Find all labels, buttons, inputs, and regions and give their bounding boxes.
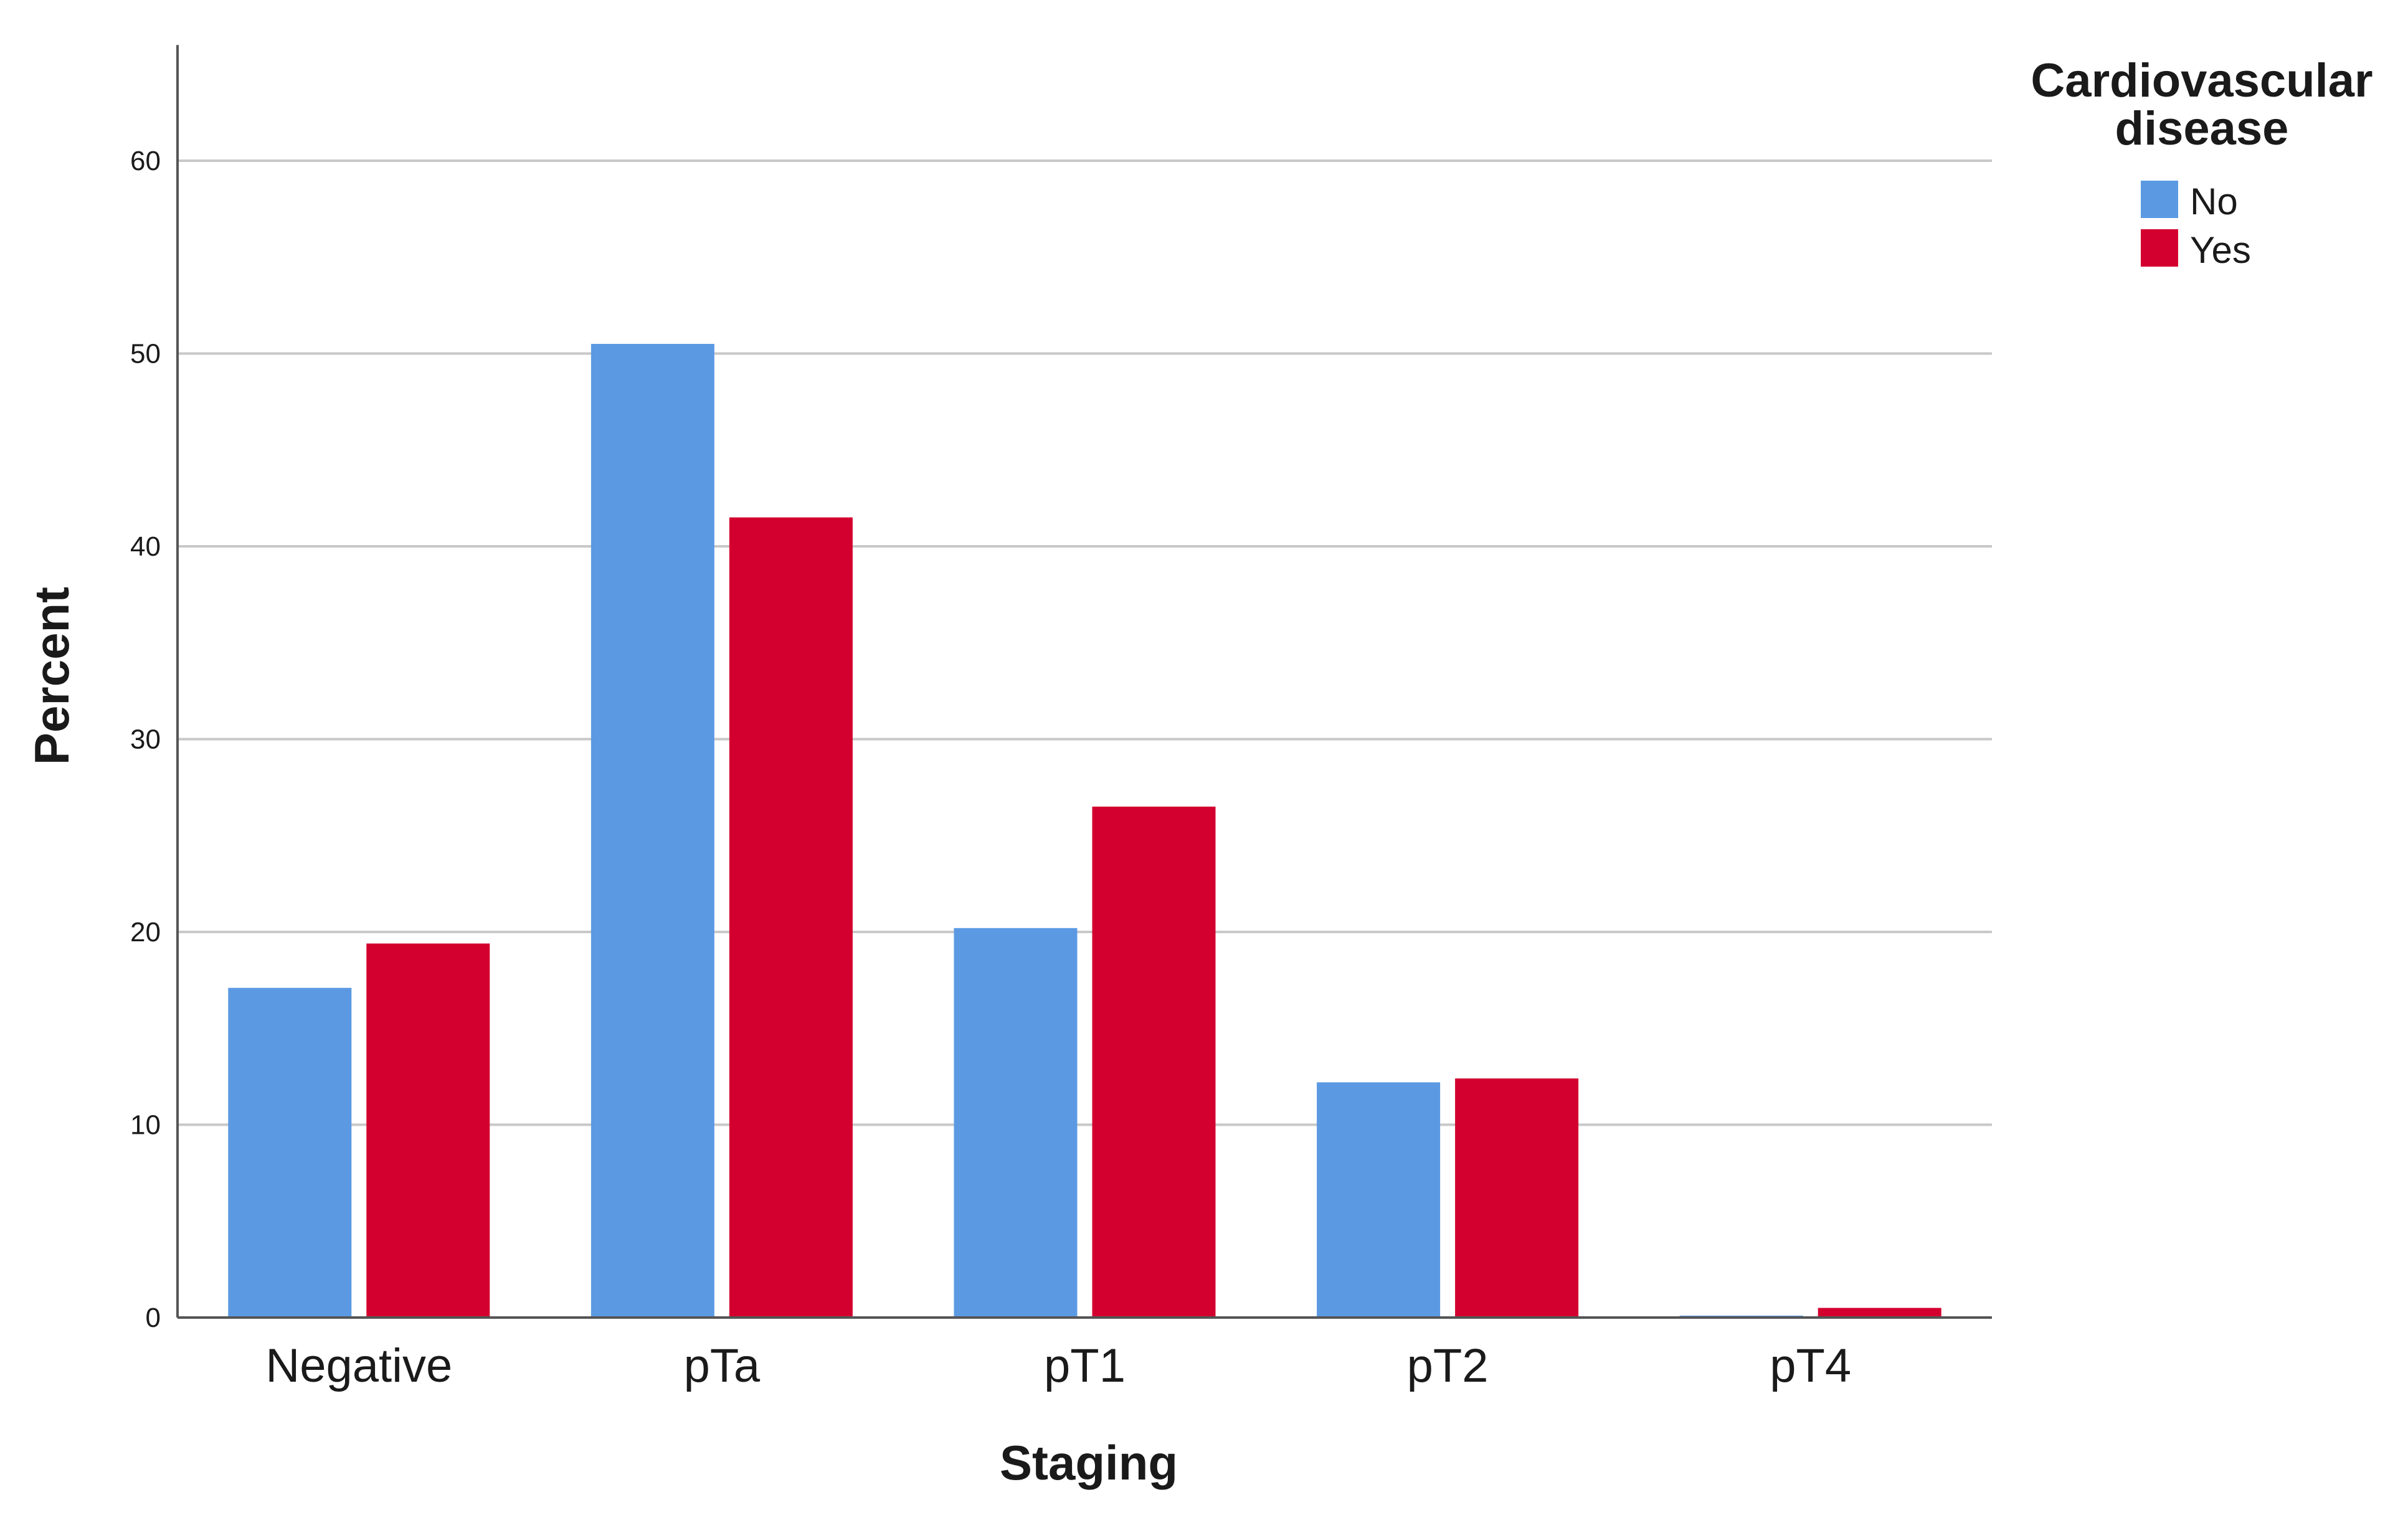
x-tick-label-pt2: pT2: [1407, 1339, 1489, 1392]
legend-title-line-1: Cardiovascular: [2031, 54, 2372, 107]
bar-pta-yes: [729, 517, 853, 1318]
y-tick-labels: 0 10 20 30 40 50 60: [130, 146, 161, 1333]
legend-swatch-yes: [2141, 229, 2178, 267]
legend: Cardiovascular disease No Yes: [2031, 54, 2372, 271]
x-tick-label-pt1: pT1: [1044, 1339, 1126, 1392]
gridlines: [178, 159, 1992, 1126]
x-axis-title: Staging: [1000, 1435, 1178, 1490]
bar-pta-no: [590, 344, 714, 1318]
axes: [176, 45, 1992, 1319]
bar-pt2-no: [1317, 1082, 1441, 1318]
bar-negative-yes: [366, 943, 490, 1318]
legend-title-line-2: disease: [2115, 102, 2289, 155]
y-tick-label-40: 40: [130, 531, 161, 562]
y-tick-label-20: 20: [130, 917, 161, 948]
x-tick-labels: Negative pTa pT1 pT2 pT4: [265, 1339, 1851, 1392]
x-tick-label-pta: pTa: [684, 1339, 761, 1392]
legend-label-no: No: [2190, 181, 2238, 222]
bars: [228, 344, 1941, 1318]
y-tick-label-10: 10: [130, 1110, 161, 1141]
bar-pt1-no: [954, 928, 1078, 1318]
bar-negative-no: [228, 987, 352, 1318]
bar-pt4-yes: [1818, 1308, 1941, 1318]
y-axis-title: Percent: [24, 587, 79, 765]
x-tick-label-negative: Negative: [265, 1339, 452, 1392]
y-tick-label-60: 60: [130, 146, 161, 176]
x-tick-label-pt4: pT4: [1770, 1339, 1851, 1392]
y-tick-label-0: 0: [146, 1303, 161, 1333]
y-tick-label-50: 50: [130, 339, 161, 369]
legend-swatch-no: [2141, 181, 2178, 218]
bar-pt1-yes: [1092, 806, 1216, 1318]
legend-label-yes: Yes: [2190, 229, 2251, 271]
bar-pt2-yes: [1455, 1078, 1579, 1318]
y-tick-label-30: 30: [130, 724, 161, 755]
